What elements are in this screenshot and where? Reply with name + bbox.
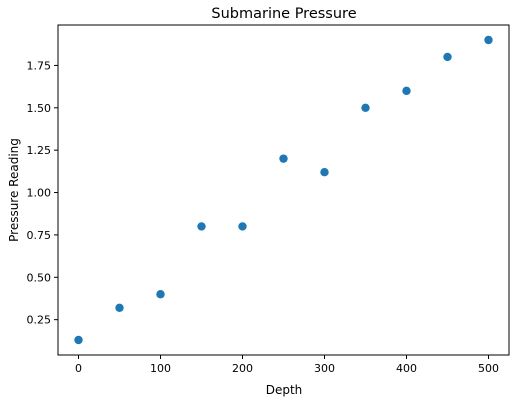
x-tick-label: 200 [232, 362, 253, 375]
data-point [320, 168, 329, 177]
chart-title: Submarine Pressure [211, 6, 356, 22]
x-tick-label: 100 [150, 362, 171, 375]
x-tick-label: 400 [396, 362, 417, 375]
data-point [402, 86, 411, 96]
data-point [484, 35, 493, 45]
y-tick-label: 1.75 [27, 59, 52, 72]
y-tick-label: 0.50 [27, 271, 52, 284]
y-tick-label: 0.25 [27, 314, 52, 327]
data-points [74, 35, 493, 345]
x-tick-label: 0 [75, 362, 82, 375]
data-point [238, 222, 247, 231]
y-tick-label: 1.00 [27, 187, 52, 200]
data-point [74, 335, 83, 345]
x-axis-ticks: 0 100 200 300 400 500 [75, 355, 499, 375]
x-tick-label: 500 [478, 362, 499, 375]
x-tick-label: 300 [314, 362, 335, 375]
plot-area [57, 24, 510, 356]
y-axis-ticks: 0.25 0.50 0.75 1.00 1.25 1.50 1.75 [27, 59, 58, 327]
y-tick-label: 0.75 [27, 229, 52, 242]
y-tick-label: 1.50 [27, 102, 52, 115]
y-axis-label: Pressure Reading [7, 138, 21, 242]
data-point [197, 222, 206, 231]
data-point [443, 52, 452, 62]
data-point [115, 303, 124, 312]
x-axis-label: Depth [266, 383, 303, 397]
data-point [156, 290, 165, 299]
data-point [279, 154, 288, 163]
data-point [361, 103, 370, 112]
y-tick-label: 1.25 [27, 144, 52, 157]
